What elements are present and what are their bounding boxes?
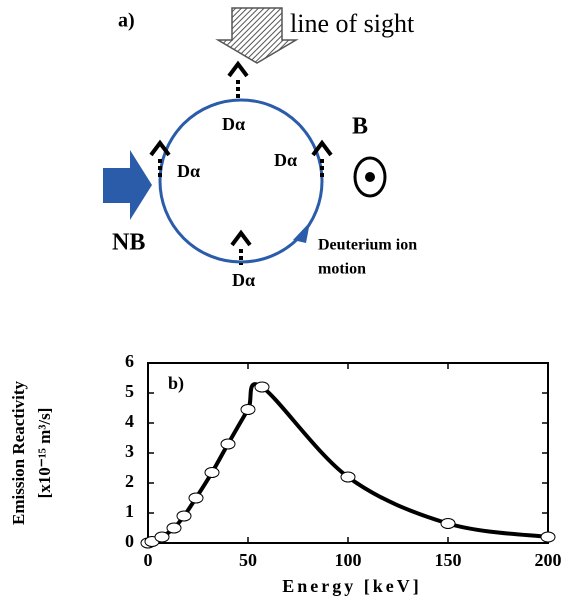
point <box>188 492 204 504</box>
curve <box>147 382 549 545</box>
x-tick-label: 100 <box>335 550 362 570</box>
plot-frame <box>147 362 549 544</box>
sight-label: line of sight <box>290 9 415 38</box>
y-tick-label: 5 <box>125 381 134 401</box>
beam-label: NB <box>112 230 145 256</box>
chart-annotation: b) <box>168 373 184 394</box>
point <box>540 531 556 543</box>
point <box>240 404 256 415</box>
panel-label: a) <box>118 10 135 32</box>
field-symbol <box>353 156 387 198</box>
y-tick-label: 6 <box>125 351 134 371</box>
x-tick-label: 150 <box>435 550 462 570</box>
field-dot <box>365 172 375 182</box>
y-tick-label: 0 <box>125 531 134 551</box>
x-tick-label: 0 <box>144 550 153 570</box>
x-tick-label: 200 <box>535 550 562 570</box>
sight-arrow <box>215 7 299 64</box>
x-tick-label: 50 <box>239 550 257 570</box>
d-alpha: Dα <box>222 114 245 134</box>
point <box>176 510 192 522</box>
beam-arrow <box>103 150 152 220</box>
d-alpha: Dα <box>232 270 255 290</box>
y-tick-label: 3 <box>125 441 134 461</box>
y-axis-label: Emission Reactivity <box>9 380 28 525</box>
point <box>166 522 182 534</box>
point <box>340 471 356 483</box>
d-alpha: Dα <box>274 150 297 170</box>
orbit <box>158 98 324 264</box>
d-alpha: Dα <box>177 161 200 181</box>
y-tick-label: 4 <box>125 411 134 431</box>
point <box>204 467 220 478</box>
point <box>440 518 456 529</box>
field-label: B <box>352 114 368 140</box>
point <box>254 381 270 393</box>
emission-arrows <box>149 60 333 265</box>
x-axis-label: Energy [keV] <box>282 576 421 596</box>
motion-label: Deuterium ion <box>318 237 417 254</box>
point <box>154 531 170 543</box>
y-tick-label: 2 <box>125 471 134 491</box>
y-axis-label: [x10⁻¹⁵ m³/s] <box>35 408 54 499</box>
orbit-arrowhead <box>293 222 310 243</box>
motion-label: motion <box>318 261 366 278</box>
point <box>220 438 236 450</box>
y-tick-label: 1 <box>125 501 134 521</box>
